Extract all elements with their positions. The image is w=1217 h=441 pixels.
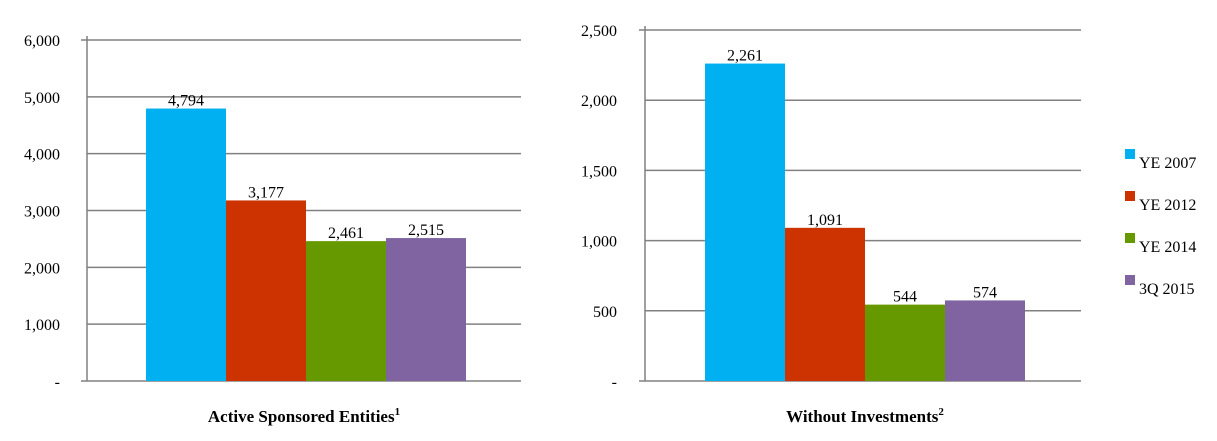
y-tick-label: 500 bbox=[593, 304, 617, 321]
chart-without-investments: - 500 1,000 1,500 2,000 2,500 2,261 1,091 544 574… bbox=[581, 23, 1081, 426]
bar-ye-2014 bbox=[865, 304, 945, 381]
y-tick-label: 2,500 bbox=[581, 23, 617, 40]
legend-swatch bbox=[1125, 233, 1135, 243]
data-label: 544 bbox=[893, 289, 917, 306]
data-label: 4,794 bbox=[168, 93, 204, 110]
x-axis-title-text: Active Sponsored Entities bbox=[208, 407, 395, 426]
bar-3q-2015 bbox=[945, 300, 1025, 381]
legend: YE 2007 YE 2012 YE 2014 3Q 2015 bbox=[1125, 149, 1196, 298]
data-label: 2,461 bbox=[328, 225, 364, 242]
bar-ye-2014 bbox=[306, 241, 386, 381]
x-axis-title-footnote: 2 bbox=[938, 406, 944, 418]
legend-swatch bbox=[1125, 149, 1135, 159]
data-label: 574 bbox=[973, 284, 997, 301]
y-tick-label: 4,000 bbox=[24, 147, 60, 164]
chart-active-sponsored-entities: - 1,000 2,000 3,000 4,000 5,000 6,000 4,794 3,17… bbox=[24, 33, 521, 426]
y-tick-label: 1,000 bbox=[581, 234, 617, 251]
y-tick-label: 1,000 bbox=[24, 317, 60, 334]
y-tick-label: 3,000 bbox=[24, 204, 60, 221]
data-label: 3,177 bbox=[248, 184, 284, 201]
y-tick-label: 6,000 bbox=[24, 33, 60, 50]
legend-label: 3Q 2015 bbox=[1139, 281, 1195, 298]
legend-label: YE 2012 bbox=[1139, 197, 1196, 214]
legend-swatch bbox=[1125, 191, 1135, 201]
data-label: 2,261 bbox=[727, 48, 763, 65]
bar-ye-2007 bbox=[146, 108, 226, 381]
x-axis-title-text: Without Investments bbox=[786, 407, 939, 426]
y-tick-label: 2,000 bbox=[581, 93, 617, 110]
y-tick-label: 2,000 bbox=[24, 260, 60, 277]
bar-3q-2015 bbox=[386, 238, 466, 381]
y-tick-label: 1,500 bbox=[581, 163, 617, 180]
legend-label: YE 2007 bbox=[1139, 155, 1196, 172]
bar-ye-2012 bbox=[226, 200, 306, 381]
legend-swatch bbox=[1125, 275, 1135, 285]
y-tick-label: - bbox=[55, 374, 60, 391]
y-tick-label: - bbox=[612, 374, 617, 391]
data-label: 2,515 bbox=[408, 222, 444, 239]
x-axis-title-footnote: 1 bbox=[395, 406, 401, 418]
y-tick-label: 5,000 bbox=[24, 90, 60, 107]
legend-label: YE 2014 bbox=[1139, 239, 1196, 256]
bar-ye-2007 bbox=[705, 63, 785, 381]
x-axis-title: Active Sponsored Entities1 bbox=[208, 406, 400, 426]
x-axis-title: Without Investments2 bbox=[786, 406, 944, 426]
data-label: 1,091 bbox=[807, 212, 843, 229]
bar-ye-2012 bbox=[785, 227, 865, 381]
